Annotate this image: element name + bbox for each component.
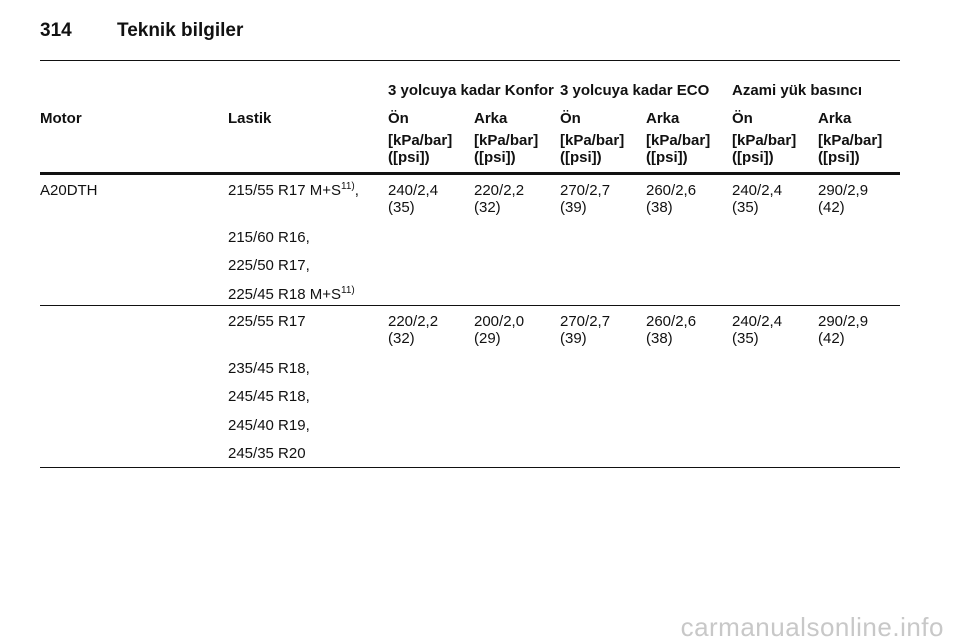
separator: ,	[354, 182, 359, 199]
pressure-psi: (32)	[388, 330, 415, 347]
pressure: 260/2,6	[646, 182, 697, 199]
page-number: 314	[40, 20, 72, 41]
pressure: 270/2,7	[560, 182, 611, 199]
tyre-size: 215/55 R17 M+S	[228, 182, 341, 199]
column-header: Arka	[646, 110, 680, 127]
pressure-psi: (39)	[560, 199, 587, 216]
page-title: Teknik bilgiler	[117, 20, 244, 41]
unit: [kPa/bar]	[560, 132, 625, 149]
column-header: Lastik	[228, 110, 272, 127]
tyre-size: 245/35 R20	[228, 445, 306, 462]
group-header: 3 yolcuya kadar Konfor	[388, 82, 554, 99]
unit: [kPa/bar]	[818, 132, 883, 149]
pressure: 240/2,4	[732, 313, 783, 330]
pressure: 240/2,4	[388, 182, 439, 199]
tyre: 215/55 R17 M+S11),	[228, 181, 359, 200]
tyre: 225/45 R18 M+S11)	[228, 284, 355, 303]
unit: [kPa/bar]	[732, 132, 797, 149]
watermark: carmanualsonline.info	[680, 612, 944, 642]
footnote: 11)	[341, 181, 355, 192]
column-header: Arka	[474, 110, 508, 127]
pressure-psi: (29)	[474, 330, 501, 347]
pressure-psi: (35)	[388, 199, 415, 216]
tyre: 215/60 R16,	[228, 229, 310, 246]
tyre-size: 245/40 R19,	[228, 416, 310, 434]
column-header: Ön	[388, 110, 409, 127]
rule	[40, 60, 900, 61]
tyre-size: 225/55 R17	[228, 313, 306, 330]
rule	[40, 467, 900, 468]
unit: ([psi])	[818, 149, 860, 166]
pressure: 290/2,9	[818, 182, 869, 199]
unit: [kPa/bar]	[646, 132, 711, 149]
tyre: 245/40 R19,	[228, 417, 310, 434]
unit: ([psi])	[732, 149, 774, 166]
pressure-psi: (39)	[560, 330, 587, 347]
footnote: 11)	[341, 284, 355, 296]
pressure: 290/2,9	[818, 313, 869, 330]
rule	[40, 305, 900, 306]
pressure-psi: (32)	[474, 199, 501, 216]
pressure-psi: (38)	[646, 330, 673, 347]
unit: [kPa/bar]	[474, 132, 539, 149]
column-header: Arka	[818, 110, 852, 127]
group-header: 3 yolcuya kadar ECO	[560, 82, 710, 99]
pressure-psi: (42)	[818, 330, 845, 347]
pressure: 240/2,4	[732, 182, 783, 199]
unit: ([psi])	[646, 149, 688, 166]
tyre: 235/45 R18,	[228, 360, 310, 377]
tyre-size: 215/60 R16,	[228, 228, 310, 246]
tyre: 225/55 R17	[228, 313, 306, 330]
column-header: Ön	[732, 110, 753, 127]
tyre-size: 225/50 R17,	[228, 257, 310, 274]
pressure: 270/2,7	[560, 313, 611, 330]
tyre-size: 235/45 R18,	[228, 359, 310, 377]
pressure-psi: (35)	[732, 330, 759, 347]
engine: A20DTH	[40, 182, 98, 199]
group-header: Azami yük basıncı	[732, 82, 863, 99]
pressure: 220/2,2	[388, 313, 439, 330]
pressure-psi: (42)	[818, 199, 845, 216]
rule	[40, 172, 900, 175]
pressure-psi: (35)	[732, 199, 759, 216]
unit: ([psi])	[474, 149, 516, 166]
tyre: 225/50 R17,	[228, 257, 310, 274]
unit: ([psi])	[388, 149, 430, 166]
tyre: 245/45 R18,	[228, 388, 310, 405]
unit: [kPa/bar]	[388, 132, 453, 149]
column-header: Motor	[40, 110, 82, 127]
pressure-psi: (38)	[646, 199, 673, 216]
pressure: 200/2,0	[474, 313, 525, 330]
column-header: Ön	[560, 110, 581, 127]
pressure: 220/2,2	[474, 182, 525, 199]
pressure: 260/2,6	[646, 313, 697, 330]
tyre: 245/35 R20	[228, 445, 306, 462]
tyre-size: 225/45 R18 M+S	[228, 285, 341, 303]
unit: ([psi])	[560, 149, 602, 166]
tyre-size: 245/45 R18,	[228, 388, 310, 405]
